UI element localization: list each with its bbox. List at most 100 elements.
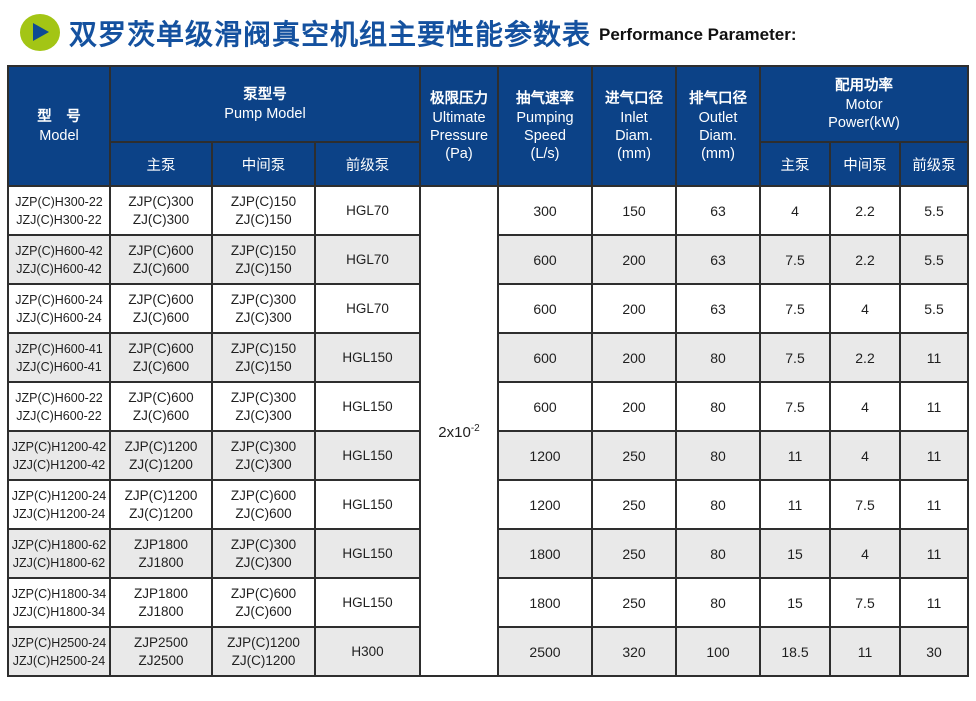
header-pump-fore: 前级泵 bbox=[313, 141, 422, 187]
power-fore-cell: 11 bbox=[898, 430, 970, 481]
header-motor-power: 配用功率 Motor Power(kW) bbox=[758, 65, 970, 143]
power-fore-cell: 5.5 bbox=[898, 234, 970, 285]
power-fore-cell: 5.5 bbox=[898, 283, 970, 334]
mid-pump-cell: ZJP(C)150 ZJ(C)150 bbox=[210, 332, 316, 383]
speed-cell: 600 bbox=[497, 381, 593, 432]
header-line: Motor bbox=[845, 97, 883, 113]
fore-pump-cell: HGL150 bbox=[313, 430, 422, 481]
header-line: (Pa) bbox=[445, 146, 473, 162]
header-power-fore: 前级泵 bbox=[898, 141, 970, 187]
header-model: 型 号 Model bbox=[6, 65, 111, 187]
inlet-cell: 250 bbox=[591, 528, 677, 579]
header-line: (L/s) bbox=[530, 146, 560, 162]
inlet-cell: 250 bbox=[591, 479, 677, 530]
mid-pump-cell: ZJP(C)300 ZJ(C)300 bbox=[210, 430, 316, 481]
power-fore-cell: 11 bbox=[898, 528, 970, 579]
inlet-cell: 200 bbox=[591, 381, 677, 432]
mid-pump-cell: ZJP(C)300 ZJ(C)300 bbox=[210, 528, 316, 579]
play-icon bbox=[20, 14, 60, 51]
header-pump-model: 泵型号 Pump Model bbox=[108, 65, 422, 143]
header-line: Power(kW) bbox=[828, 115, 900, 131]
header-line: 型 号 bbox=[37, 109, 81, 125]
speed-cell: 2500 bbox=[497, 626, 593, 677]
table-row: JZP(C)H1200-42 JZJ(C)H1200-42 ZJP(C)1200 ZJ… bbox=[6, 430, 970, 481]
header-line: Pumping bbox=[516, 110, 574, 126]
mid-pump-cell: ZJP(C)600 ZJ(C)600 bbox=[210, 479, 316, 530]
main-pump-cell: ZJP(C)600 ZJ(C)600 bbox=[108, 234, 213, 285]
mid-pump-cell: ZJP(C)150 ZJ(C)150 bbox=[210, 234, 316, 285]
outlet-cell: 63 bbox=[675, 283, 761, 334]
header-power-main: 主泵 bbox=[759, 141, 831, 187]
mid-pump-cell: ZJP(C)150 ZJ(C)150 bbox=[210, 185, 316, 236]
header-line: Diam. bbox=[615, 128, 653, 144]
power-main-cell: 18.5 bbox=[759, 626, 831, 677]
title-bar: 双罗茨单级滑阀真空机组主要性能参数表 Performance Parameter… bbox=[0, 0, 976, 52]
fore-pump-cell: HGL150 bbox=[313, 381, 422, 432]
power-fore-cell: 11 bbox=[898, 332, 970, 383]
model-cell: JZP(C)H600-24 JZJ(C)H600-24 bbox=[6, 283, 111, 334]
header-line: Diam. bbox=[699, 128, 737, 144]
inlet-cell: 200 bbox=[591, 234, 677, 285]
speed-cell: 600 bbox=[497, 234, 593, 285]
header-line: Model bbox=[39, 128, 79, 144]
header-pumping-speed: 抽气速率 Pumping Speed (L/s) bbox=[497, 65, 593, 187]
mid-pump-cell: ZJP(C)300 ZJ(C)300 bbox=[210, 381, 316, 432]
power-mid-cell: 4 bbox=[829, 283, 901, 334]
outlet-cell: 80 bbox=[675, 528, 761, 579]
power-mid-cell: 11 bbox=[829, 626, 901, 677]
speed-cell: 600 bbox=[497, 332, 593, 383]
header-power-mid: 中间泵 bbox=[829, 141, 901, 187]
power-mid-cell: 7.5 bbox=[829, 577, 901, 628]
outlet-cell: 80 bbox=[675, 577, 761, 628]
header-line: (mm) bbox=[701, 146, 735, 162]
main-pump-cell: ZJP1800 ZJ1800 bbox=[108, 528, 213, 579]
mid-pump-cell: ZJP(C)300 ZJ(C)300 bbox=[210, 283, 316, 334]
performance-table: 型 号 Model 泵型号 Pump Model 极限压力 Ultimate P… bbox=[6, 65, 970, 677]
main-pump-cell: ZJP2500 ZJ2500 bbox=[108, 626, 213, 677]
outlet-cell: 63 bbox=[675, 185, 761, 236]
page-title-en: Performance Parameter: bbox=[599, 24, 797, 44]
power-mid-cell: 4 bbox=[829, 430, 901, 481]
header-line: 抽气速率 bbox=[516, 91, 574, 107]
model-cell: JZP(C)H300-22 JZJ(C)H300-22 bbox=[6, 185, 111, 236]
inlet-cell: 200 bbox=[591, 283, 677, 334]
header-pump-mid: 中间泵 bbox=[210, 141, 316, 187]
header-line: 配用功率 bbox=[835, 78, 893, 94]
header-line: Pump Model bbox=[224, 106, 306, 122]
power-mid-cell: 2.2 bbox=[829, 185, 901, 236]
power-main-cell: 11 bbox=[759, 430, 831, 481]
model-cell: JZP(C)H600-41 JZJ(C)H600-41 bbox=[6, 332, 111, 383]
table-row: JZP(C)H1800-62 JZJ(C)H1800-62 ZJP1800 ZJ180… bbox=[6, 528, 970, 579]
main-pump-cell: ZJP1800 ZJ1800 bbox=[108, 577, 213, 628]
header-line: Inlet bbox=[620, 110, 648, 126]
speed-cell: 1200 bbox=[497, 479, 593, 530]
power-fore-cell: 11 bbox=[898, 381, 970, 432]
speed-cell: 300 bbox=[497, 185, 593, 236]
header-line: 进气口径 bbox=[605, 91, 663, 107]
power-mid-cell: 2.2 bbox=[829, 332, 901, 383]
power-fore-cell: 5.5 bbox=[898, 185, 970, 236]
table-row: JZP(C)H1200-24 JZJ(C)H1200-24 ZJP(C)1200 ZJ… bbox=[6, 479, 970, 530]
fore-pump-cell: HGL150 bbox=[313, 528, 422, 579]
header-line: 泵型号 bbox=[243, 87, 287, 103]
table-row: JZP(C)H2500-24 JZJ(C)H2500-24 ZJP2500 ZJ250… bbox=[6, 626, 970, 677]
table-row: JZP(C)H1800-34 JZJ(C)H1800-34 ZJP1800 ZJ180… bbox=[6, 577, 970, 628]
speed-cell: 1800 bbox=[497, 528, 593, 579]
inlet-cell: 320 bbox=[591, 626, 677, 677]
table-row: JZP(C)H600-22 JZJ(C)H600-22 ZJP(C)600 ZJ(C)… bbox=[6, 381, 970, 432]
header-line: (mm) bbox=[617, 146, 651, 162]
header-line: 排气口径 bbox=[689, 91, 747, 107]
header-outlet-diam: 排气口径 Outlet Diam. (mm) bbox=[675, 65, 761, 187]
main-pump-cell: ZJP(C)600 ZJ(C)600 bbox=[108, 283, 213, 334]
power-main-cell: 11 bbox=[759, 479, 831, 530]
power-mid-cell: 7.5 bbox=[829, 479, 901, 530]
model-cell: JZP(C)H1200-24 JZJ(C)H1200-24 bbox=[6, 479, 111, 530]
header-inlet-diam: 进气口径 Inlet Diam. (mm) bbox=[591, 65, 677, 187]
model-cell: JZP(C)H1200-42 JZJ(C)H1200-42 bbox=[6, 430, 111, 481]
fore-pump-cell: HGL150 bbox=[313, 332, 422, 383]
power-main-cell: 15 bbox=[759, 577, 831, 628]
main-pump-cell: ZJP(C)1200 ZJ(C)1200 bbox=[108, 430, 213, 481]
speed-cell: 1200 bbox=[497, 430, 593, 481]
fore-pump-cell: H300 bbox=[313, 626, 422, 677]
model-cell: JZP(C)H1800-62 JZJ(C)H1800-62 bbox=[6, 528, 111, 579]
